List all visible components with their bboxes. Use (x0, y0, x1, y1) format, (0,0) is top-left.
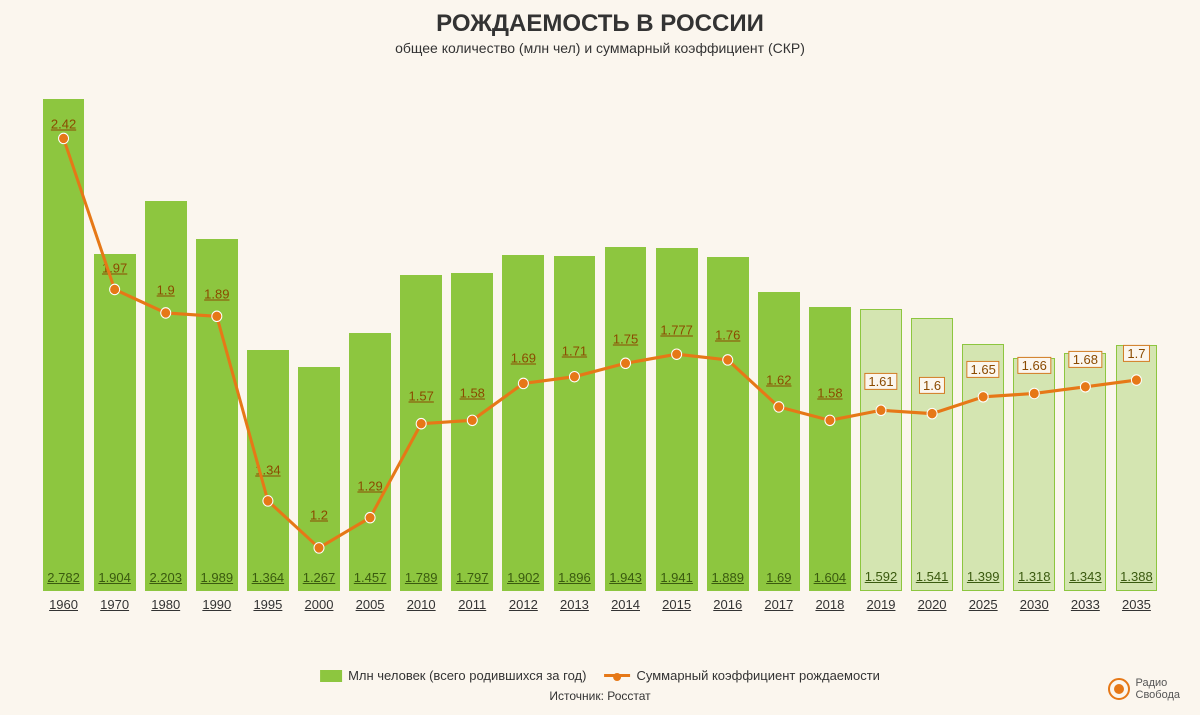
line-marker (467, 415, 477, 425)
line-marker (263, 496, 273, 506)
line-path (64, 138, 1137, 547)
line-marker (672, 349, 682, 359)
line-marker (212, 311, 222, 321)
line-marker (723, 355, 733, 365)
logo-text: Радио Свобода (1136, 677, 1181, 701)
line-marker (365, 512, 375, 522)
chart-area: 2.78219601.90419702.20319801.98919901.36… (38, 78, 1162, 615)
line-overlay (38, 78, 1162, 615)
legend-bar-label: Млн человек (всего родившихся за год) (348, 668, 586, 683)
legend-bar: Млн человек (всего родившихся за год) (320, 668, 586, 683)
line-marker (978, 392, 988, 402)
swatch-line-icon (604, 674, 630, 677)
chart-subtitle: общее количество (млн чел) и суммарный к… (0, 38, 1200, 56)
line-marker (161, 308, 171, 318)
line-marker (314, 543, 324, 553)
legend: Млн человек (всего родившихся за год) Су… (320, 668, 880, 683)
line-marker (774, 402, 784, 412)
swatch-bar-icon (320, 670, 342, 682)
line-marker (621, 358, 631, 368)
source-text: Источник: Росстат (549, 689, 650, 703)
legend-line-label: Суммарный коэффициент рождаемости (636, 668, 879, 683)
line-marker (1080, 382, 1090, 392)
logo: Радио Свобода (1108, 677, 1181, 701)
line-marker (569, 371, 579, 381)
line-marker (825, 415, 835, 425)
line-marker (518, 378, 528, 388)
logo-icon (1108, 678, 1130, 700)
line-marker (416, 418, 426, 428)
line-marker (59, 133, 69, 143)
legend-line: Суммарный коэффициент рождаемости (604, 668, 879, 683)
line-marker (1029, 388, 1039, 398)
line-marker (110, 284, 120, 294)
chart-title: РОЖДАЕМОСТЬ В РОССИИ (0, 0, 1200, 38)
line-marker (927, 408, 937, 418)
line-marker (876, 405, 886, 415)
line-marker (1131, 375, 1141, 385)
